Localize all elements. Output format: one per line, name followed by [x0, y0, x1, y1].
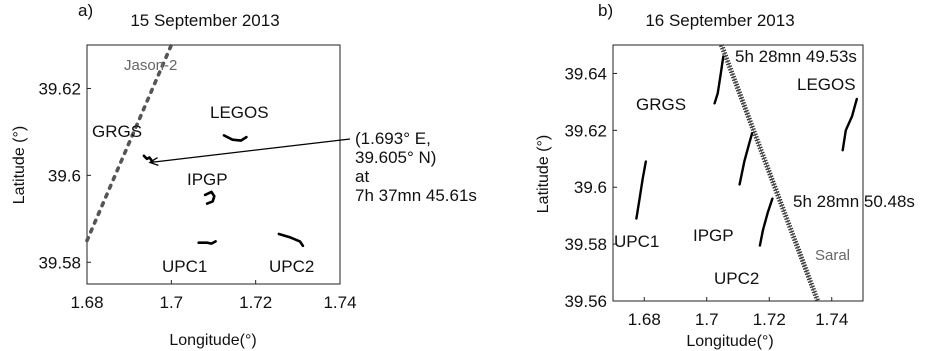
panel-b-title: 16 September 2013 [645, 11, 794, 30]
track-upc2 [277, 232, 305, 248]
panel-a-annotation-arrow [148, 138, 351, 167]
panel-a-satellite-label: Jason-2 [124, 57, 177, 74]
x-tick-label: 1.72 [753, 310, 786, 329]
track-ipgp [738, 131, 754, 186]
panel-a: a) 15 September 2013 1.68 1.7 1.72 1.74 39.… [11, 1, 477, 349]
track-grgs [713, 55, 725, 105]
panel-b-time-label-1: 5h 28mn 49.53s [735, 47, 857, 66]
panel-a-upc2-label: UPC2 [269, 257, 314, 276]
y-tick-label: 39.58 [38, 253, 81, 272]
panel-b-letter: b) [598, 1, 613, 20]
panel-b-plot-frame [612, 44, 864, 302]
panel-b-x-axis-label: Longitude(°) [686, 333, 773, 350]
panel-b-station-tracks [635, 55, 858, 247]
panel-b-satellite-label: Saral [815, 247, 850, 264]
y-tick-label: 39.58 [564, 235, 607, 254]
panel-a-legos-label: LEGOS [210, 103, 269, 122]
x-tick-label: 1.72 [239, 293, 272, 312]
panel-a-annotation-line-1: (1.693° E, [355, 129, 431, 148]
panel-b-time-label-2: 5h 28mn 50.48s [793, 192, 915, 211]
panel-b-y-axis-label: Latitude (°) [535, 135, 552, 213]
track-upc1 [635, 160, 647, 220]
x-tick-label: 1.74 [815, 310, 848, 329]
track-grgs [142, 154, 154, 163]
panel-a-x-axis-label: Longitude(°) [169, 332, 256, 349]
track-upc1 [197, 240, 217, 245]
panel-a-annotation-line-3: at [355, 167, 369, 186]
y-tick-label: 39.6 [48, 166, 81, 185]
satellite-track-line [85, 43, 174, 243]
panel-b-grgs-label: GRGS [636, 95, 686, 114]
satellite-track-core [721, 44, 819, 302]
x-tick-label: 1.74 [323, 293, 356, 312]
panel-a-plot-frame [86, 44, 341, 285]
panel-a-upc1-label: UPC1 [162, 257, 207, 276]
panel-a-y-ticks: 39.58 39.6 39.62 [38, 79, 91, 272]
y-tick-label: 39.62 [38, 79, 81, 98]
panel-b-x-ticks: 1.68 1.7 1.72 1.74 [628, 297, 848, 329]
panel-b-legos-label: LEGOS [797, 75, 856, 94]
x-tick-label: 1.68 [628, 310, 661, 329]
panel-b-ipgp-label: IPGP [693, 226, 734, 245]
panel-a-annotation-line-2: 39.605° N) [355, 148, 436, 167]
panel-a-x-ticks: 1.68 1.7 1.72 1.74 [70, 280, 357, 312]
panel-a-station-tracks [142, 134, 305, 248]
panel-a-ipgp-label: IPGP [187, 170, 228, 189]
y-tick-label: 39.56 [564, 292, 607, 311]
track-ipgp [203, 190, 216, 205]
panel-b-satellite-track [719, 44, 821, 302]
annotation-arrow-line [149, 138, 351, 164]
panel-a-grgs-label: GRGS [92, 122, 142, 141]
panel-a-y-axis-label: Latitude (°) [11, 126, 28, 204]
y-tick-label: 39.62 [564, 121, 607, 140]
annotation-arrow-head [148, 157, 159, 167]
panel-b-upc1-label: UPC1 [614, 232, 659, 251]
panel-b-upc2-label: UPC2 [714, 269, 759, 288]
x-tick-label: 1.7 [695, 310, 719, 329]
panel-b: b) 16 September 2013 1.68 1.7 1.72 1.74 39.… [535, 1, 915, 350]
panel-a-letter: a) [78, 1, 93, 20]
panel-b-y-ticks: 39.56 39.58 39.6 39.62 39.64 [564, 64, 617, 311]
x-tick-label: 1.7 [160, 293, 184, 312]
track-upc2 [758, 197, 774, 247]
y-tick-label: 39.64 [564, 64, 607, 83]
y-tick-label: 39.6 [574, 178, 607, 197]
panel-a-satellite-track [85, 43, 174, 243]
track-legos [222, 134, 248, 142]
track-legos [841, 97, 858, 152]
panel-a-annotation-line-4: 7h 37mn 45.61s [355, 186, 477, 205]
x-tick-label: 1.68 [70, 293, 103, 312]
panel-a-title: 15 September 2013 [130, 11, 279, 30]
